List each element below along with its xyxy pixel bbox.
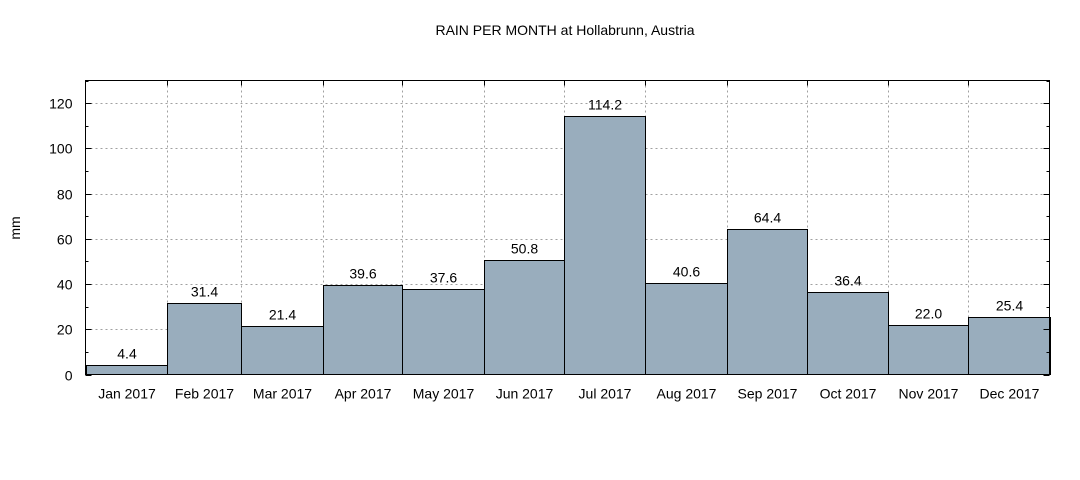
bar-mar-2017 [241, 326, 324, 375]
bar-feb-2017 [167, 303, 242, 375]
x-tick-label: Jul 2017 [579, 386, 632, 402]
bar-apr-2017 [323, 285, 403, 375]
data-label: 50.8 [511, 241, 538, 257]
bar-oct-2017 [807, 292, 889, 375]
x-tick-label: Jun 2017 [496, 386, 554, 402]
x-tick-label: Feb 2017 [175, 386, 234, 402]
data-label: 25.4 [996, 298, 1023, 314]
data-label: 4.4 [117, 346, 137, 362]
bar-sep-2017 [727, 229, 808, 375]
y-tick-label: 40 [57, 277, 73, 293]
x-tick-label: Apr 2017 [335, 386, 392, 402]
data-label: 22.0 [915, 306, 942, 322]
bar-jun-2017 [484, 260, 565, 375]
x-tick-label: Sep 2017 [738, 386, 798, 402]
bars-layer [86, 116, 1051, 375]
data-labels-layer: 4.4 31.4 21.4 39.6 37.6 50.8 114.2 40.6 64.4 36.4… [117, 97, 1023, 362]
y-tick-label: 80 [57, 187, 73, 203]
x-tick-label: Jan 2017 [98, 386, 156, 402]
data-label: 64.4 [754, 210, 781, 226]
data-label: 40.6 [673, 264, 700, 280]
bar-dec-2017 [968, 317, 1051, 375]
y-tick-label: 60 [57, 232, 73, 248]
x-tick-label: Dec 2017 [980, 386, 1040, 402]
y-axis-label: mm [7, 216, 23, 239]
y-tick-label: 120 [49, 96, 73, 112]
bar-aug-2017 [645, 283, 728, 375]
y-tick-label: 20 [57, 322, 73, 338]
data-label: 36.4 [834, 273, 861, 289]
x-tick-label: May 2017 [413, 386, 475, 402]
bar-may-2017 [402, 289, 485, 375]
data-label: 37.6 [430, 270, 457, 286]
data-label: 39.6 [349, 266, 376, 282]
y-tick-label: 100 [49, 141, 73, 157]
bar-nov-2017 [888, 325, 969, 375]
x-tick-label: Aug 2017 [657, 386, 717, 402]
data-label: 21.4 [269, 307, 296, 323]
x-tick-label: Nov 2017 [899, 386, 959, 402]
x-tick-label: Oct 2017 [820, 386, 877, 402]
bar-jan-2017 [86, 365, 168, 375]
axis-layer: Jan 2017 Feb 2017 Mar 2017 Apr 2017 May 2017… [49, 80, 1050, 402]
x-tick-label: Mar 2017 [253, 386, 312, 402]
data-label: 31.4 [191, 284, 218, 300]
y-tick-label: 0 [65, 368, 73, 384]
bar-jul-2017 [564, 116, 646, 375]
plot-frame [85, 80, 1050, 375]
data-label: 114.2 [588, 97, 622, 113]
chart-title: RAIN PER MONTH at Hollabrunn, Austria [435, 22, 694, 38]
